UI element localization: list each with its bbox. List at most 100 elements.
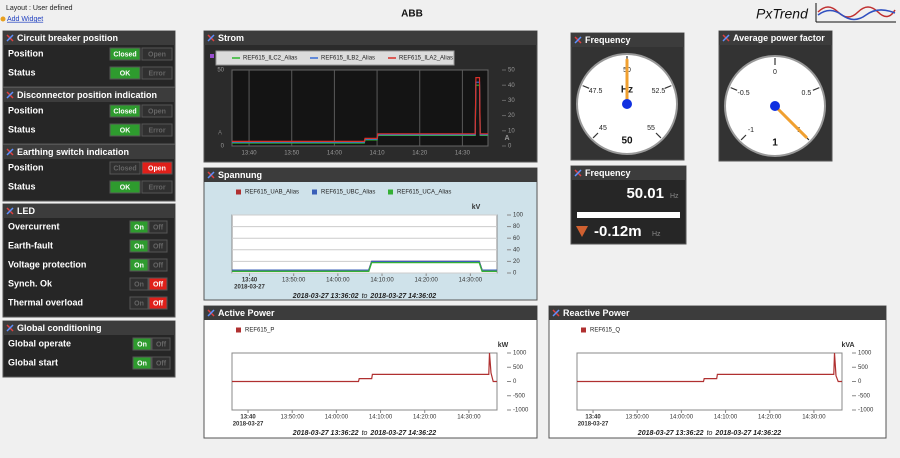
frequency-delta: -0.12m: [594, 223, 642, 240]
toggle-button[interactable]: [141, 66, 173, 80]
widget-icon: [722, 34, 730, 42]
gauge-tick-label: -1: [748, 127, 754, 134]
legend-label: REF615_Q: [590, 328, 620, 334]
toggle-button[interactable]: [132, 337, 152, 351]
toggle-button[interactable]: [109, 180, 141, 194]
unit-label: kVA: [841, 342, 854, 349]
toggle-button-label[interactable]: Error: [148, 127, 165, 134]
time-range: 2018-03-27 13:36:22 to 2018-03-27 14:36:22: [292, 430, 437, 437]
toggle-button[interactable]: [148, 220, 168, 234]
toggle-button[interactable]: [129, 239, 149, 253]
x-date-label: 2018-03-27: [233, 422, 264, 428]
toggle-button-label[interactable]: OK: [120, 184, 131, 191]
time-range-part: 2018-03-27 14:36:22: [714, 430, 781, 437]
gauge-tick: [740, 134, 747, 141]
x-tick-label: 13:40: [242, 151, 258, 157]
legend-label: REF615_ILA2_Alias: [399, 56, 453, 62]
row-label: Position: [8, 48, 44, 58]
toggle-button[interactable]: [151, 356, 171, 370]
toggle-button-label[interactable]: On: [134, 224, 144, 231]
row-label: Status: [8, 124, 36, 134]
legend-label: REF615_UBC_Alias: [321, 190, 375, 196]
toggle-button[interactable]: [109, 123, 141, 137]
toggle-button[interactable]: [109, 47, 141, 61]
row-label: Status: [8, 181, 36, 191]
toggle-button-label[interactable]: Open: [148, 108, 166, 115]
toggle-button-label[interactable]: Open: [148, 51, 166, 58]
x-tick-label: 14:20: [412, 151, 428, 157]
toggle-button[interactable]: [141, 104, 173, 118]
toggle-button-label[interactable]: Closed: [113, 165, 136, 172]
toggle-button-label[interactable]: OK: [120, 127, 131, 134]
toggle-button[interactable]: [141, 161, 173, 175]
widget-title: Earthing switch indication: [17, 147, 129, 157]
toggle-button[interactable]: [141, 123, 173, 137]
widget-icon: [574, 169, 582, 177]
frequency-bar: [577, 212, 680, 218]
series-line: [232, 261, 497, 272]
toggle-button[interactable]: [148, 296, 168, 310]
toggle-button-label[interactable]: Closed: [113, 51, 136, 58]
toggle-button[interactable]: [109, 161, 141, 175]
toggle-button-label[interactable]: On: [137, 341, 147, 348]
toggle-button-label[interactable]: On: [134, 243, 144, 250]
toggle-button-label[interactable]: Error: [148, 184, 165, 191]
toggle-button-label[interactable]: Closed: [113, 108, 136, 115]
toggle-button-label[interactable]: Open: [148, 165, 166, 172]
y-tick-label: 60: [513, 236, 520, 242]
toggle-button-label[interactable]: On: [134, 300, 144, 307]
time-range-part: 2018-03-27 14:36:02: [369, 293, 436, 300]
unit-label: kV: [472, 204, 481, 211]
toggle-button[interactable]: [141, 180, 173, 194]
row-label: Position: [8, 162, 44, 172]
add-widget-link[interactable]: Add Widget: [7, 16, 43, 23]
x-date-label: 2018-03-27: [578, 422, 609, 428]
x-tick-label: 14:10:00: [369, 415, 393, 421]
toggle-button[interactable]: [129, 220, 149, 234]
toggle-button-label[interactable]: Off: [153, 262, 164, 269]
toggle-button[interactable]: [109, 66, 141, 80]
y-tick-label: 20: [508, 113, 515, 119]
legend-label: REF615_UAB_Alias: [245, 190, 299, 196]
toggle-button-label[interactable]: Off: [156, 341, 167, 348]
legend-swatch: [236, 327, 241, 333]
toggle-button-label[interactable]: Off: [153, 224, 164, 231]
y-tick-label: 80: [513, 224, 520, 230]
toggle-button[interactable]: [148, 258, 168, 272]
row-label: Position: [8, 105, 44, 115]
toggle-button-label[interactable]: On: [137, 360, 147, 367]
toggle-button-label[interactable]: On: [134, 262, 144, 269]
toggle-button[interactable]: [109, 104, 141, 118]
toggle-button[interactable]: [129, 277, 149, 291]
gauge-tick-label: 0.5: [802, 90, 812, 97]
y-tick-label: 1000: [858, 351, 872, 357]
y-tick-label: -500: [858, 393, 871, 399]
toggle-button[interactable]: [141, 47, 173, 61]
toggle-button[interactable]: [151, 337, 171, 351]
toggle-button-label[interactable]: Off: [153, 243, 164, 250]
gauge-tick: [664, 85, 672, 89]
time-range-part: 2018-03-27 13:36:02: [292, 293, 359, 300]
x-tick-label: 13:50:00: [281, 415, 305, 421]
toggle-button-label[interactable]: On: [134, 281, 144, 288]
toggle-button[interactable]: [129, 258, 149, 272]
x-tick-label: 14:20:00: [415, 278, 439, 284]
toggle-button-label[interactable]: Off: [153, 281, 164, 288]
toggle-button-label[interactable]: Error: [148, 70, 165, 77]
toggle-button-label[interactable]: Off: [153, 300, 164, 307]
toggle-button[interactable]: [148, 277, 168, 291]
toggle-button-label[interactable]: Off: [156, 360, 167, 367]
gauge-tick: [655, 132, 662, 139]
x-tick-label: 14:30: [455, 151, 471, 157]
y-tick-label: -1000: [858, 408, 874, 414]
toggle-button[interactable]: [132, 356, 152, 370]
toggle-button[interactable]: [129, 296, 149, 310]
toggle-button-label[interactable]: OK: [120, 70, 131, 77]
gauge-value: 50: [621, 136, 633, 147]
x-tick-label: 13:50:00: [282, 278, 306, 284]
toggle-button[interactable]: [148, 239, 168, 253]
widget-icon: [6, 324, 14, 332]
widget-title: Circuit breaker position: [17, 33, 118, 43]
series-line: [577, 352, 842, 383]
